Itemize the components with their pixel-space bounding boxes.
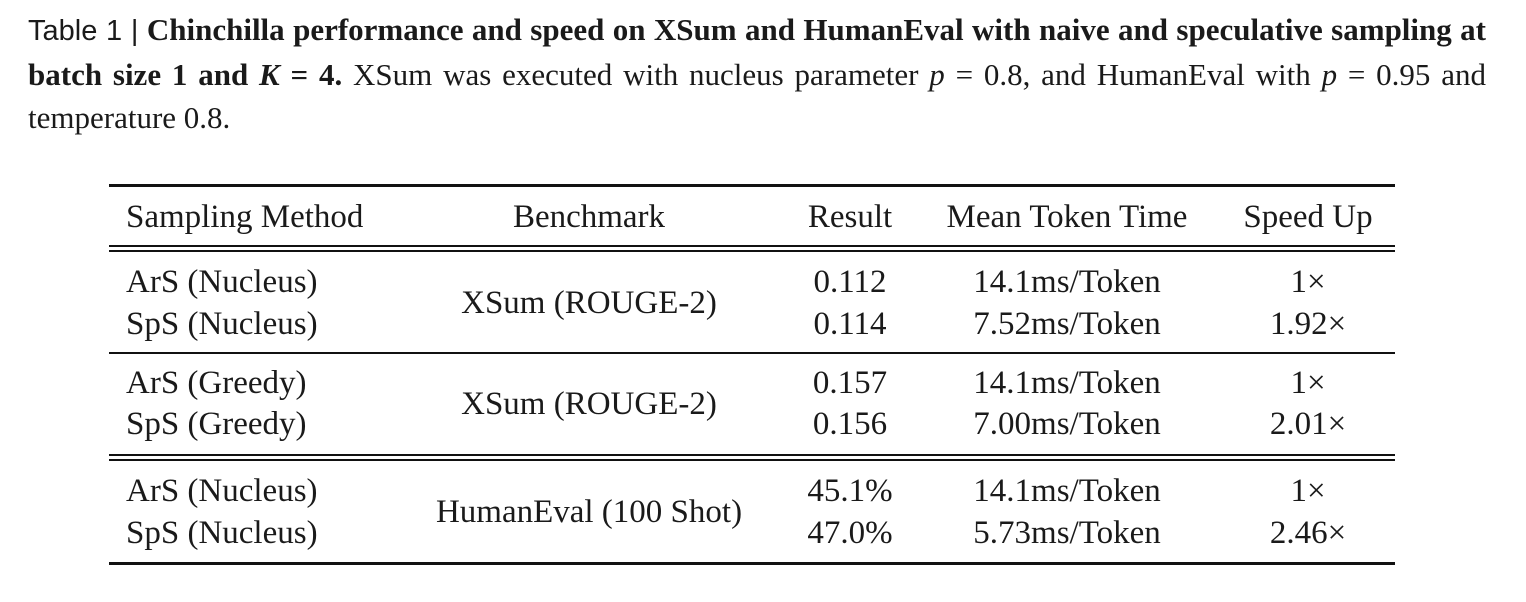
benchmark-cell: XSum (ROUGE-2) <box>461 285 717 321</box>
time-cell: 14.1ms/Token <box>973 473 1161 509</box>
method-cell: SpS (Nucleus) <box>126 306 318 342</box>
method-cell: ArS (Nucleus) <box>126 264 318 300</box>
speedup-cell: 2.01× <box>1269 406 1347 442</box>
table-row: SpS (Nucleus) 0.114 7.52ms/Token 1.92× <box>109 303 1395 345</box>
header-mean-token-time: Mean Token Time <box>946 199 1188 235</box>
header-result: Result <box>807 199 893 235</box>
group-double-rule-2 <box>109 459 1395 461</box>
time-cell: 5.73ms/Token <box>973 515 1161 551</box>
method-cell: ArS (Greedy) <box>126 365 307 401</box>
table-row: ArS (Nucleus) 45.1% 14.1ms/Token 1× <box>109 470 1395 512</box>
method-cell: SpS (Nucleus) <box>126 515 318 551</box>
speedup-cell: 1× <box>1290 473 1326 509</box>
bottom-rule <box>109 562 1395 565</box>
speedup-cell: 1× <box>1290 365 1326 401</box>
group-double-rule-1 <box>109 454 1395 456</box>
benchmark-cell: XSum (ROUGE-2) <box>461 386 717 422</box>
caption-text: XSum was executed with nucleus parameter… <box>28 57 1486 135</box>
caption-bold-title: Chinchilla performance and speed on XSum… <box>28 12 1487 92</box>
result-cell: 0.112 <box>813 264 887 300</box>
result-cell: 0.114 <box>813 306 887 342</box>
table-caption: Table 1 | Chinchilla performance and spe… <box>28 8 1486 139</box>
top-rule <box>109 184 1395 187</box>
header-double-rule-2 <box>109 250 1395 252</box>
caption-label: Table 1 | <box>28 15 139 47</box>
header-benchmark: Benchmark <box>512 199 666 235</box>
result-cell: 0.157 <box>812 365 888 401</box>
speedup-cell: 1.92× <box>1269 306 1347 342</box>
group-rule <box>109 352 1395 354</box>
speedup-cell: 1× <box>1290 264 1326 300</box>
result-cell: 45.1% <box>807 473 893 509</box>
time-cell: 14.1ms/Token <box>973 264 1161 300</box>
header-speed-up: Speed Up <box>1243 199 1373 235</box>
time-cell: 7.00ms/Token <box>973 406 1161 442</box>
benchmark-cell: HumanEval (100 Shot) <box>435 494 743 530</box>
header-method: Sampling Method <box>126 199 364 235</box>
time-cell: 14.1ms/Token <box>973 365 1161 401</box>
header-row: Sampling Method Benchmark Result Mean To… <box>109 196 1395 238</box>
method-cell: SpS (Greedy) <box>126 406 307 442</box>
table-row: SpS (Nucleus) 47.0% 5.73ms/Token 2.46× <box>109 512 1395 554</box>
table-row: SpS (Greedy) 0.156 7.00ms/Token 2.01× <box>109 403 1395 445</box>
result-cell: 0.156 <box>812 406 888 442</box>
speedup-cell: 2.46× <box>1269 515 1347 551</box>
header-double-rule-1 <box>109 245 1395 247</box>
table-row: ArS (Greedy) 0.157 14.1ms/Token 1× <box>109 362 1395 404</box>
method-cell: ArS (Nucleus) <box>126 473 318 509</box>
table-row: ArS (Nucleus) 0.112 14.1ms/Token 1× <box>109 261 1395 303</box>
time-cell: 7.52ms/Token <box>973 306 1161 342</box>
result-cell: 47.0% <box>807 515 893 551</box>
